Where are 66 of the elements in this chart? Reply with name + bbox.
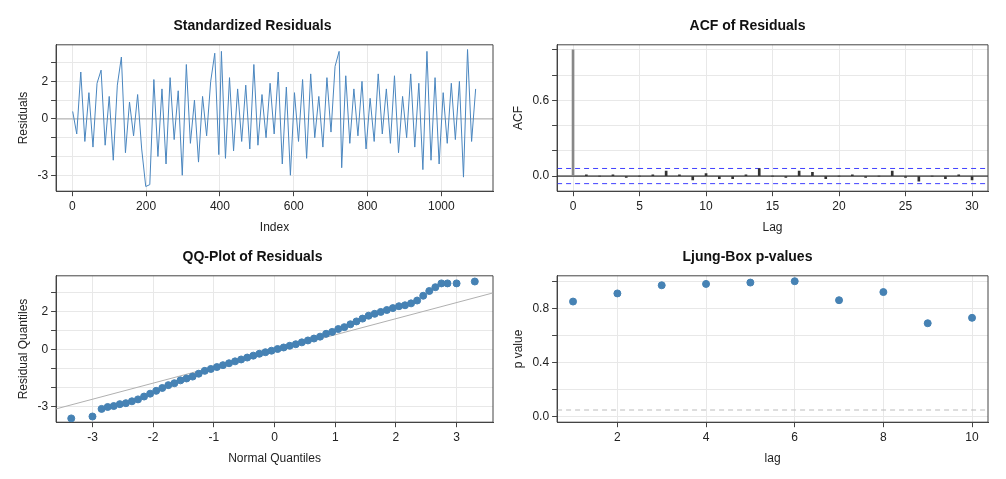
bar xyxy=(944,176,947,179)
chart-title: QQ-Plot of Residuals xyxy=(182,248,323,265)
y-axis-title: ACF xyxy=(510,106,525,130)
point xyxy=(657,281,666,290)
y-axis-title: Residuals xyxy=(15,91,30,145)
point xyxy=(790,277,799,286)
y-axis-title: p value xyxy=(510,329,525,369)
y-tick-label: -3 xyxy=(37,167,49,182)
y-tick-label: 0 xyxy=(41,342,49,357)
x-tick-label: 2 xyxy=(392,429,400,444)
bar xyxy=(757,168,761,176)
chart-title: ACF of Residuals xyxy=(689,17,806,34)
y-tick-label: 0 xyxy=(41,111,49,126)
x-tick-label: 0 xyxy=(569,198,577,213)
x-tick-label: 2 xyxy=(614,429,622,444)
point xyxy=(879,288,888,297)
point xyxy=(835,296,844,305)
bar xyxy=(824,176,828,179)
y-tick-label: 0.4 xyxy=(532,354,550,369)
bar xyxy=(731,176,734,179)
bar xyxy=(718,176,721,179)
y-tick-label: 0.6 xyxy=(532,92,550,107)
y-tick-label: 2 xyxy=(41,304,49,319)
y-tick-label: 2 xyxy=(41,73,49,88)
x-tick-label: 6 xyxy=(791,429,799,444)
y-tick-label: 0.8 xyxy=(532,300,550,315)
x-tick-label: 10 xyxy=(699,198,714,213)
point xyxy=(702,279,711,288)
x-tick-label: 1 xyxy=(331,429,339,444)
x-tick-label: -2 xyxy=(147,429,159,444)
bar xyxy=(890,170,894,176)
x-tick-label: 15 xyxy=(765,198,780,213)
x-axis-title: Index xyxy=(259,220,290,235)
x-tick-label: 600 xyxy=(283,198,305,213)
x-axis-title: lag xyxy=(764,451,781,466)
x-axis-title: Lag xyxy=(762,220,783,235)
x-tick-label: 400 xyxy=(209,198,231,213)
x-tick-label: 4 xyxy=(702,429,710,444)
x-tick-label: 5 xyxy=(636,198,644,213)
x-tick-label: -1 xyxy=(208,429,220,444)
bar xyxy=(691,176,695,181)
chart-title: Ljung-Box p-values xyxy=(682,248,813,265)
x-tick-label: 20 xyxy=(832,198,847,213)
x-tick-label: 0 xyxy=(271,429,279,444)
x-tick-label: 200 xyxy=(136,198,157,213)
x-tick-label: 0 xyxy=(68,198,76,213)
x-tick-label: 1000 xyxy=(427,198,456,213)
y-tick-label: 0.0 xyxy=(532,168,550,183)
point xyxy=(746,278,755,287)
x-axis-title: Normal Quantiles xyxy=(228,451,321,466)
chart-title: Standardized Residuals xyxy=(173,17,332,34)
point xyxy=(613,289,622,298)
x-tick-label: 10 xyxy=(965,429,980,444)
point xyxy=(923,319,932,328)
y-tick-label: 0.0 xyxy=(532,409,550,424)
point xyxy=(968,313,977,322)
x-tick-label: 8 xyxy=(880,429,888,444)
y-axis-title: Residual Quantiles xyxy=(15,298,30,400)
point xyxy=(569,297,578,306)
x-tick-label: 3 xyxy=(453,429,461,444)
x-tick-label: 25 xyxy=(898,198,913,213)
y-tick-label: -3 xyxy=(37,399,49,414)
x-tick-label: 30 xyxy=(965,198,980,213)
x-tick-label: -3 xyxy=(87,429,99,444)
bar xyxy=(811,171,814,176)
x-tick-label: 800 xyxy=(357,198,378,213)
